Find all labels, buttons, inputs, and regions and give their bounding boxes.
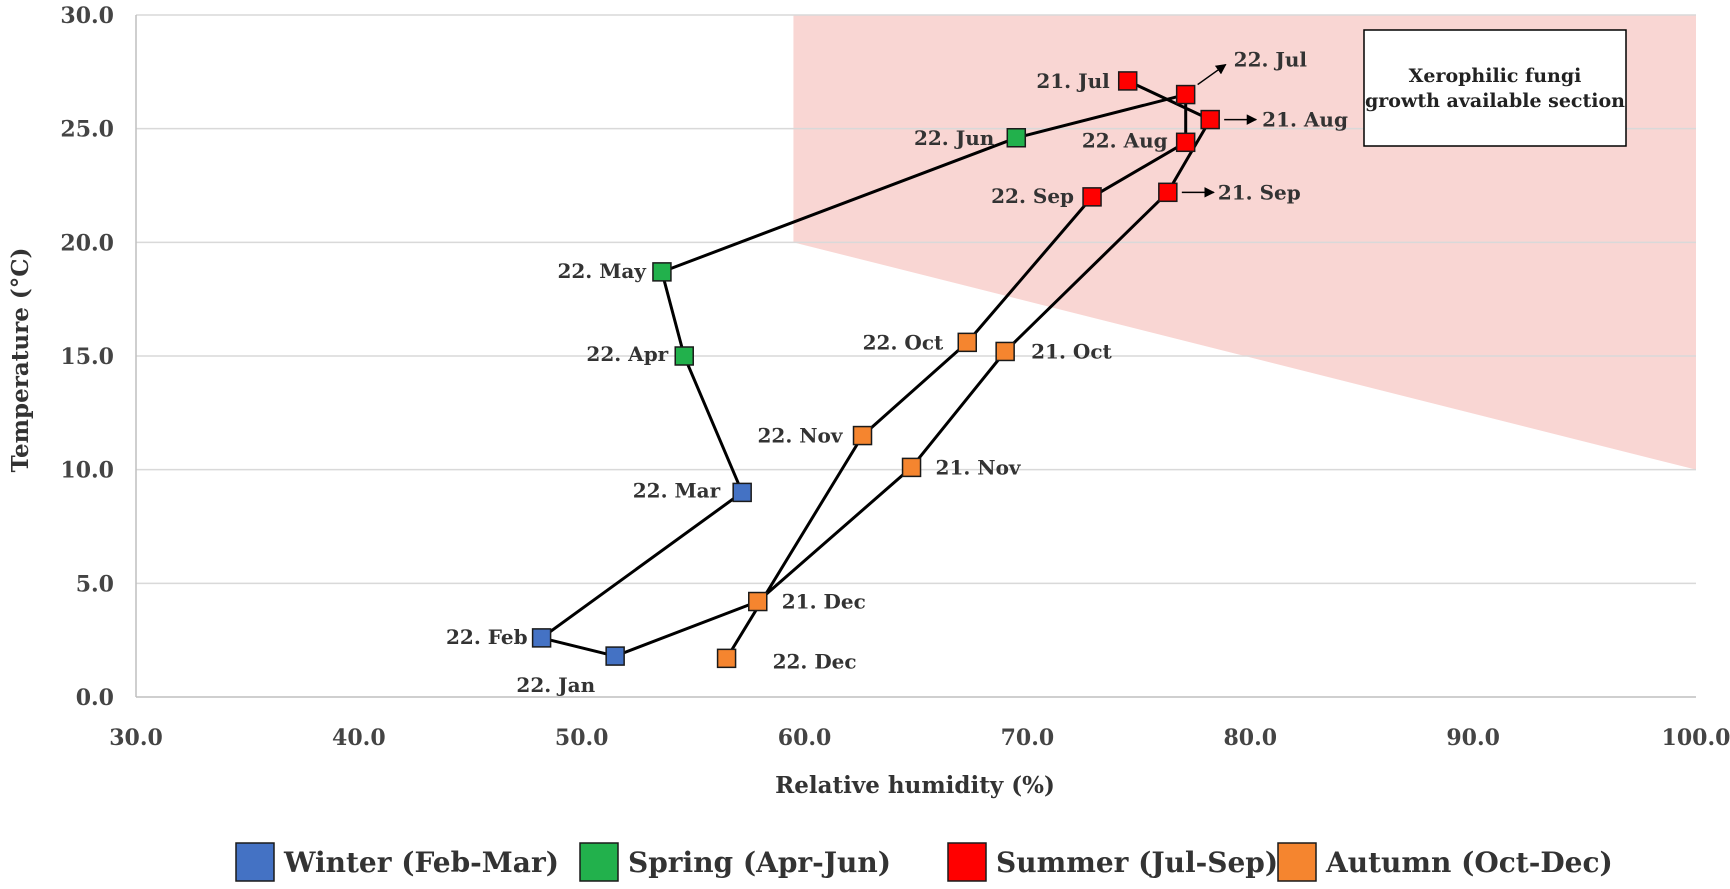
data-point-label: 22. Sep: [991, 184, 1074, 208]
x-tick-label: 100.0: [1662, 725, 1730, 751]
x-tick-label: 80.0: [1223, 725, 1277, 751]
y-tick-label: 25.0: [60, 117, 114, 143]
data-point-label: 22. Dec: [773, 649, 857, 673]
x-tick-label: 70.0: [1001, 725, 1055, 751]
x-tick-label: 40.0: [332, 725, 386, 751]
data-point-label: 21. Sep: [1218, 180, 1301, 204]
y-tick-label: 20.0: [60, 230, 114, 256]
data-point-label: 22. Mar: [633, 478, 721, 502]
data-point-marker: [1158, 182, 1178, 203]
data-point-marker: [1200, 109, 1220, 130]
data-point-label: 21. Oct: [1031, 339, 1112, 363]
data-point-label: 22. Jul: [1234, 48, 1308, 72]
series-connector-line: [540, 79, 1212, 660]
legend-swatch: [1277, 842, 1317, 882]
data-point-marker: [957, 332, 978, 353]
data-point-label: 22. May: [557, 259, 647, 283]
data-point-marker: [1175, 132, 1196, 153]
data-point-marker: [1117, 71, 1138, 91]
legend: Winter (Feb-Mar) Spring (Apr-Jun) Summer (…: [235, 842, 1613, 882]
data-point-label: 22. Apr: [586, 342, 668, 366]
y-tick-label: 30.0: [60, 3, 114, 29]
data-point-marker: [748, 591, 768, 612]
label-arrow: [1197, 63, 1227, 86]
data-point-marker: [716, 648, 737, 669]
data-point-marker: [531, 628, 552, 648]
legend-label: Spring (Apr-Jun): [628, 846, 891, 879]
data-point-label: 22. Nov: [758, 424, 844, 448]
data-point-marker: [901, 457, 922, 478]
region-note-text: growth available section: [1365, 90, 1625, 112]
data-point-label: 22. Jun: [914, 126, 995, 150]
y-tick-label: 15.0: [60, 344, 114, 370]
y-tick-label: 10.0: [60, 458, 114, 484]
legend-label: Autumn (Oct-Dec): [1325, 846, 1613, 879]
x-axis-title: Relative humidity (%): [775, 772, 1055, 799]
data-point-marker: [652, 262, 672, 282]
x-tick-label: 60.0: [778, 725, 832, 751]
data-point-marker: [1082, 187, 1102, 207]
data-point-marker: [605, 646, 625, 666]
data-point-label: 21. Dec: [782, 590, 866, 614]
legend-swatch: [947, 842, 987, 882]
data-point-label: 22. Oct: [863, 330, 944, 354]
data-point-label: 22. Jan: [516, 673, 595, 697]
data-point-marker: [732, 482, 752, 503]
data-point-marker: [852, 425, 873, 446]
legend-swatch: [235, 842, 275, 882]
y-axis-title: Temperature (°C): [7, 248, 34, 473]
legend-label: Summer (Jul-Sep): [996, 846, 1278, 879]
data-point-label: 21. Nov: [936, 455, 1022, 479]
data-point-marker: [674, 346, 694, 366]
data-point-marker: [995, 341, 1015, 362]
region-note-box: [1363, 29, 1627, 147]
legend-swatch: [579, 842, 619, 882]
data-point-label: 22. Feb: [446, 625, 528, 649]
data-point-label: 22. Aug: [1082, 128, 1168, 152]
x-tick-label: 90.0: [1446, 725, 1500, 751]
data-point-marker: [1175, 84, 1196, 105]
x-tick-label: 30.0: [109, 725, 163, 751]
data-point-label: 21. Jul: [1036, 69, 1110, 93]
y-tick-label: 0.0: [76, 685, 114, 711]
data-point-marker: [1006, 128, 1027, 148]
data-point-label: 21. Aug: [1262, 108, 1348, 132]
x-tick-label: 50.0: [555, 725, 609, 751]
legend-label: Winter (Feb-Mar): [283, 846, 559, 879]
y-tick-label: 5.0: [76, 571, 114, 597]
region-note-text: Xerophilic fungi: [1409, 65, 1582, 87]
